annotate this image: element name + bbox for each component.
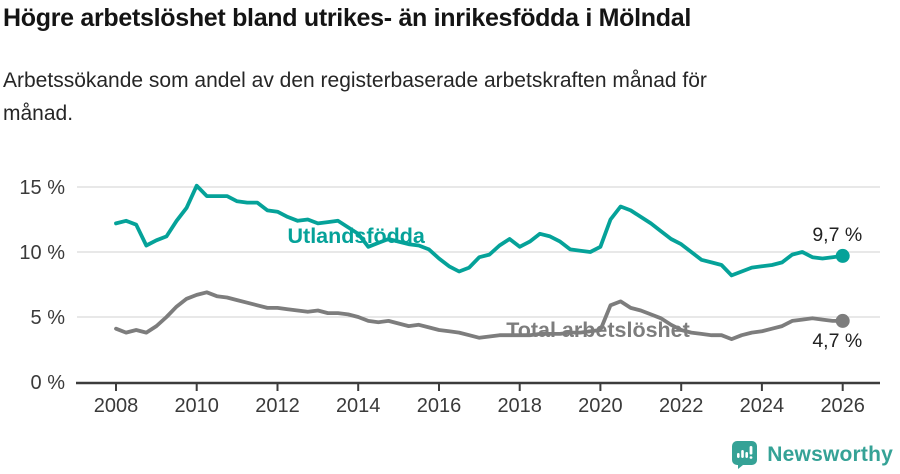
chart-subtitle: Arbetssökande som andel av den registerb… [3, 64, 707, 130]
endpoint-value-label-total: 4,7 % [812, 330, 862, 352]
endpoint-value-label-utlandsfodda: 9,7 % [812, 224, 862, 246]
x-tick-label: 2026 [820, 395, 865, 417]
y-tick-label: 5 % [31, 307, 66, 329]
series-line-utlandsfodda [114, 183, 845, 278]
x-tick-label: 2014 [336, 395, 381, 417]
series-line-total [114, 290, 845, 342]
series-label-utlandsfodda: Utlandsfödda [288, 224, 426, 248]
newsworthy-brand-text: Newsworthy [767, 443, 893, 466]
x-tick-label: 2024 [740, 395, 785, 417]
bar-chart-speech-bubble-icon [732, 441, 758, 469]
chart-subtitle-line2: månad. [3, 102, 74, 125]
series-label-total: Total arbetslöshet [506, 318, 690, 342]
x-tick-label: 2008 [94, 395, 139, 417]
chart-subtitle-line1: Arbetssökande som andel av den registerb… [3, 69, 707, 92]
page-title: Högre arbetslöshet bland utrikes- än inr… [3, 4, 691, 32]
x-tick-label: 2016 [417, 395, 462, 417]
x-tick-label: 2022 [659, 395, 704, 417]
x-tick-label: 2012 [255, 395, 300, 417]
newsworthy-logo[interactable]: Newsworthy [732, 441, 893, 469]
y-tick-label: 10 % [19, 242, 65, 264]
endpoint-dot-utlandsfodda [835, 248, 850, 263]
y-tick-label: 0 % [31, 372, 66, 394]
x-tick-label: 2018 [497, 395, 542, 417]
endpoint-dot-total [835, 313, 850, 328]
x-tick-label: 2020 [578, 395, 623, 417]
x-tick-label: 2010 [174, 395, 219, 417]
y-tick-label: 15 % [19, 177, 65, 199]
